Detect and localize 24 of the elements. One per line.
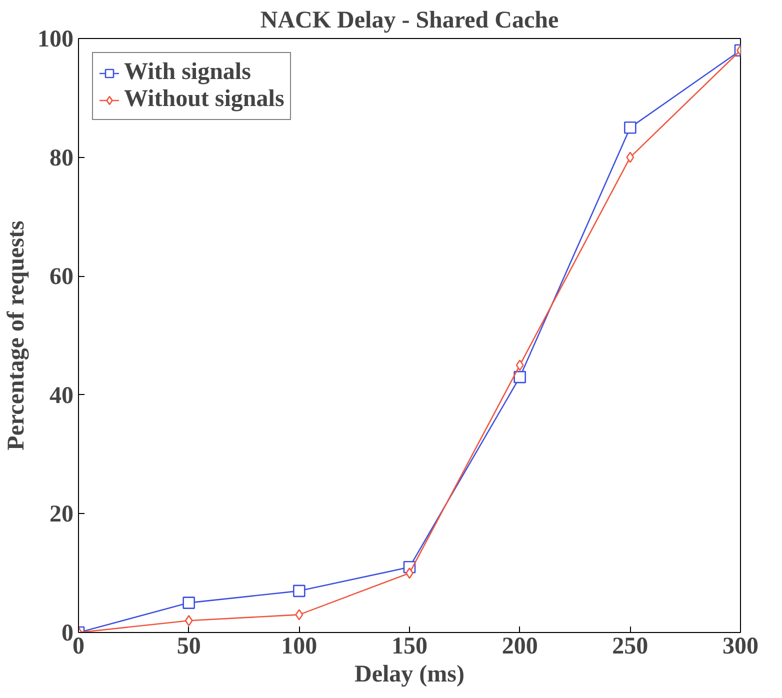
point <box>293 584 306 598</box>
point <box>514 370 526 384</box>
point <box>182 596 195 609</box>
y-tick-label: 100 <box>38 26 74 52</box>
y-axis-title: Percentage of requests <box>4 220 30 450</box>
point <box>295 609 304 620</box>
y-tick-label: 80 <box>50 145 74 172</box>
x-tick-label: 250 <box>612 634 648 660</box>
chart-title: NACK Delay - Shared Cache <box>260 8 559 34</box>
x-tick-label: 300 <box>722 634 758 660</box>
y-tick-label: 60 <box>50 264 74 290</box>
x-tick-label: 200 <box>502 634 538 660</box>
y-tick-label: 40 <box>50 382 74 409</box>
x-tick-label: 100 <box>281 634 318 660</box>
point <box>516 360 524 371</box>
legend-label: Without signals <box>124 86 284 113</box>
y-tick-label: 20 <box>50 502 74 528</box>
point <box>184 614 193 626</box>
x-axis-title: Delay (ms) <box>354 662 464 688</box>
x-tick-label: 50 <box>176 634 201 660</box>
point <box>626 152 634 163</box>
legend-label: With signals <box>124 59 251 86</box>
point <box>624 121 636 134</box>
x-tick-label: 150 <box>392 634 428 660</box>
